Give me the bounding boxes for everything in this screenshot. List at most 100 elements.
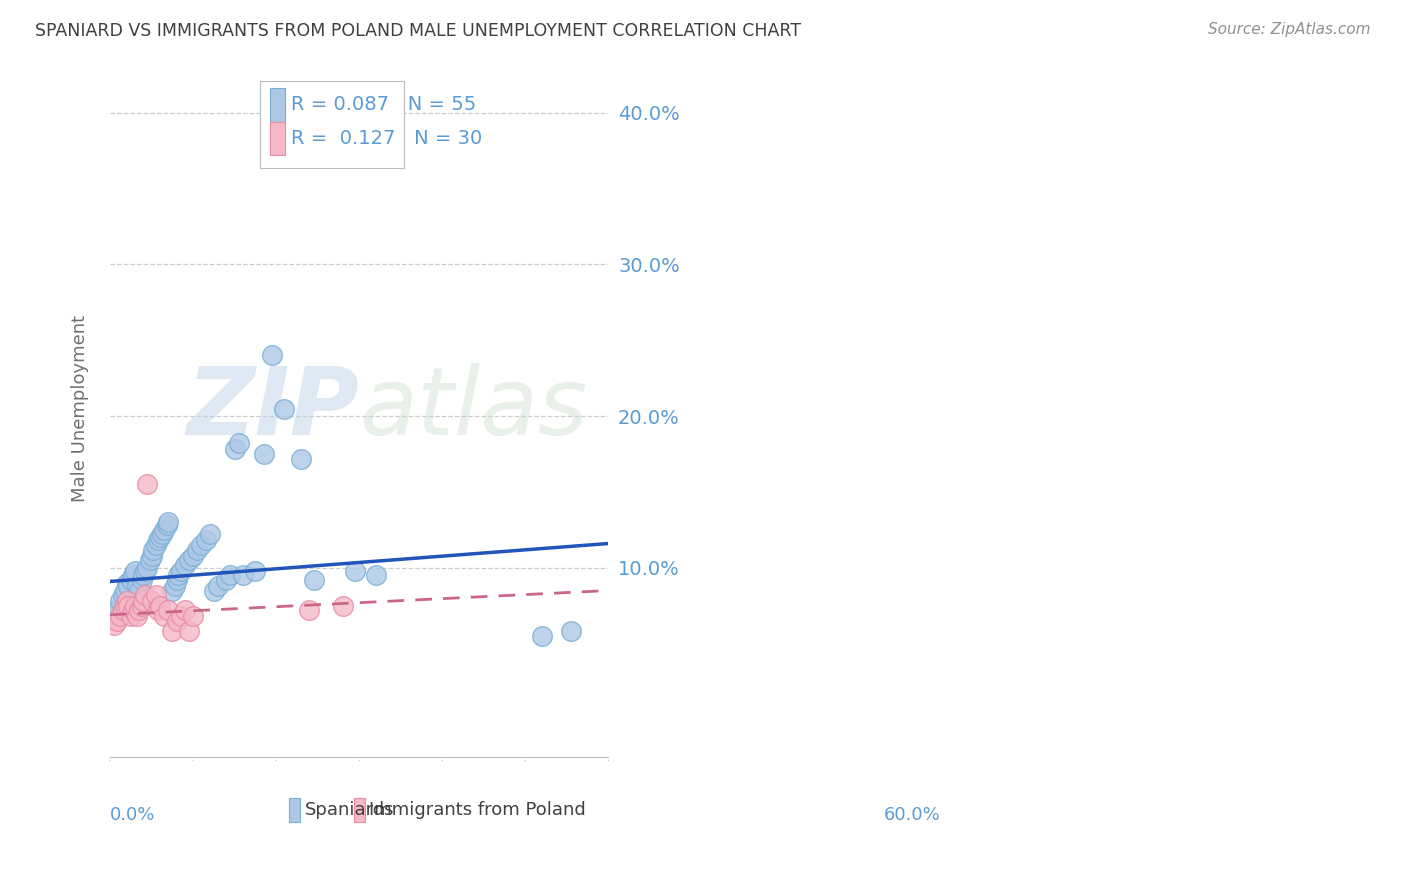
Point — [115, 576, 138, 591]
Point — [124, 564, 146, 578]
Point — [173, 558, 195, 572]
Point — [139, 553, 162, 567]
Point — [332, 599, 354, 613]
Point — [117, 599, 139, 613]
Point — [298, 603, 321, 617]
Point — [177, 553, 200, 567]
FancyBboxPatch shape — [290, 797, 301, 822]
Point — [169, 564, 191, 578]
Point — [114, 583, 136, 598]
Point — [219, 568, 242, 582]
Point — [148, 533, 170, 548]
Point — [142, 542, 165, 557]
Point — [131, 573, 153, 587]
Point — [128, 603, 150, 617]
Point — [117, 579, 139, 593]
Point — [149, 531, 172, 545]
Point — [120, 609, 142, 624]
Point — [202, 583, 225, 598]
Point — [134, 564, 156, 578]
Point — [108, 594, 131, 608]
Point — [145, 538, 167, 552]
Point — [344, 564, 367, 578]
Point — [177, 624, 200, 639]
Point — [181, 549, 204, 563]
Text: Source: ZipAtlas.com: Source: ZipAtlas.com — [1208, 22, 1371, 37]
Point — [149, 599, 172, 613]
Point — [132, 594, 155, 608]
Point — [207, 579, 229, 593]
Point — [125, 579, 148, 593]
Text: Spaniards: Spaniards — [304, 801, 394, 819]
Text: ZIP: ZIP — [187, 362, 359, 455]
FancyBboxPatch shape — [270, 88, 285, 121]
Point — [232, 568, 254, 582]
Point — [128, 583, 150, 598]
Point — [103, 607, 125, 622]
Point — [155, 518, 177, 533]
Point — [105, 603, 128, 617]
Text: R = 0.087   N = 55: R = 0.087 N = 55 — [291, 95, 477, 114]
Point — [560, 624, 582, 639]
Point — [169, 609, 191, 624]
Point — [173, 603, 195, 617]
Point — [153, 609, 176, 624]
Point — [150, 527, 173, 541]
Point — [134, 588, 156, 602]
Point — [228, 436, 250, 450]
Point — [194, 533, 217, 548]
Point — [120, 573, 142, 587]
Point — [302, 573, 325, 587]
Point — [141, 594, 163, 608]
Point — [157, 516, 180, 530]
Point — [131, 599, 153, 613]
Point — [157, 603, 180, 617]
Point — [364, 568, 387, 582]
Text: Immigrants from Poland: Immigrants from Poland — [370, 801, 586, 819]
Point — [245, 564, 267, 578]
Point — [141, 549, 163, 563]
Point — [136, 561, 159, 575]
Point — [181, 609, 204, 624]
Point — [122, 568, 145, 582]
Point — [105, 614, 128, 628]
Point — [163, 579, 186, 593]
Point — [111, 588, 134, 602]
Point — [108, 609, 131, 624]
Y-axis label: Male Unemployment: Male Unemployment — [72, 315, 89, 502]
Point — [103, 618, 125, 632]
Point — [224, 442, 246, 457]
Text: 0.0%: 0.0% — [110, 806, 156, 824]
Point — [162, 624, 184, 639]
Point — [136, 477, 159, 491]
Point — [166, 573, 188, 587]
FancyBboxPatch shape — [354, 797, 366, 822]
Point — [162, 583, 184, 598]
Point — [253, 447, 276, 461]
Point — [145, 588, 167, 602]
Text: R =  0.127   N = 30: R = 0.127 N = 30 — [291, 129, 482, 148]
Point — [115, 594, 138, 608]
Point — [114, 599, 136, 613]
Point — [125, 609, 148, 624]
FancyBboxPatch shape — [270, 121, 285, 155]
Point — [273, 401, 295, 416]
Point — [186, 542, 208, 557]
Point — [148, 603, 170, 617]
Point — [190, 538, 212, 552]
Point — [167, 568, 190, 582]
Point — [132, 568, 155, 582]
Text: 60.0%: 60.0% — [884, 806, 941, 824]
Point — [122, 603, 145, 617]
Point — [111, 603, 134, 617]
FancyBboxPatch shape — [260, 80, 404, 168]
Text: SPANIARD VS IMMIGRANTS FROM POLAND MALE UNEMPLOYMENT CORRELATION CHART: SPANIARD VS IMMIGRANTS FROM POLAND MALE … — [35, 22, 801, 40]
Text: atlas: atlas — [359, 363, 588, 454]
Point — [530, 629, 553, 643]
Point — [166, 614, 188, 628]
Point — [290, 451, 312, 466]
Point — [215, 573, 238, 587]
Point — [124, 599, 146, 613]
Point — [153, 523, 176, 537]
Point — [198, 527, 221, 541]
